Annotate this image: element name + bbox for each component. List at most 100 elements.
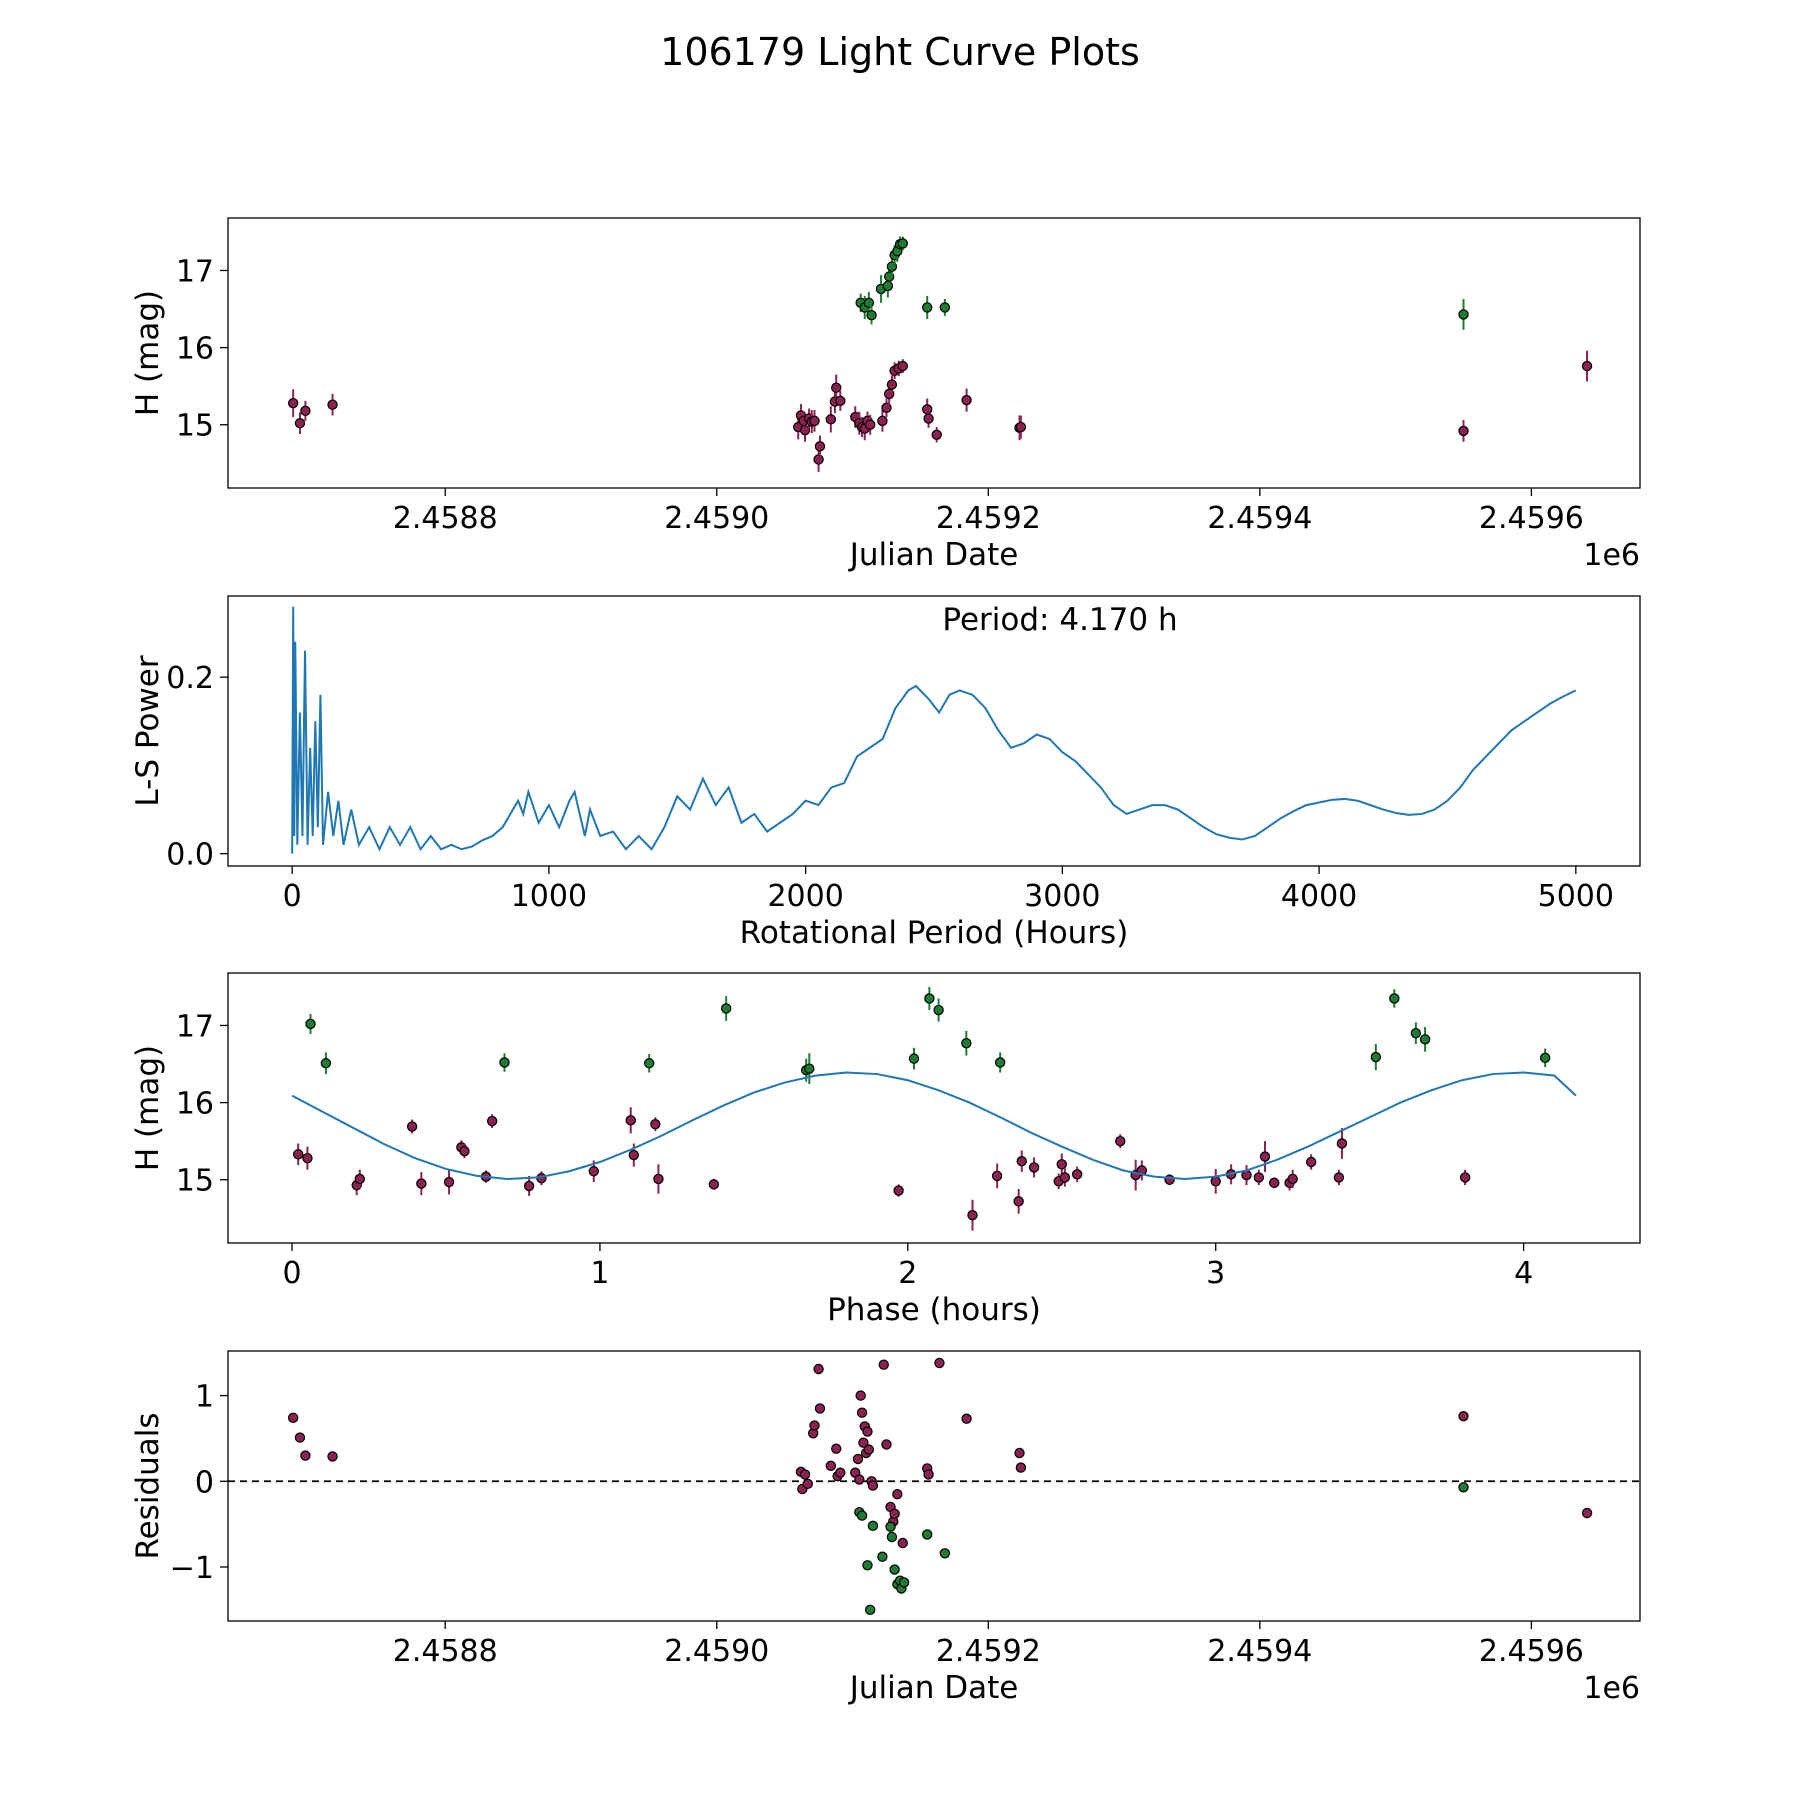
y-tick-label: 16 <box>176 1087 214 1122</box>
data-point-red <box>931 429 942 440</box>
data-point-red <box>1581 1507 1593 1519</box>
data-point-green <box>886 1531 898 1543</box>
data-point-green <box>1389 993 1400 1004</box>
data-point-red <box>302 1152 313 1164</box>
data-point-red <box>802 1478 813 1490</box>
y-tick-label: 1 <box>195 1380 214 1415</box>
data-point-red <box>858 1437 869 1448</box>
data-point-red <box>799 1469 811 1480</box>
data-point-red <box>825 1460 837 1472</box>
data-point-red <box>878 1359 889 1370</box>
data-point-green <box>922 302 933 313</box>
data-point-red <box>961 394 972 406</box>
data-point-green <box>922 1529 933 1540</box>
data-point-red <box>1459 1172 1471 1183</box>
x-tick-label: 2.4590 <box>664 501 769 536</box>
y-tick-label: 17 <box>176 1009 214 1044</box>
figure-title: 106179 Light Curve Plots <box>660 30 1140 74</box>
data-point-red <box>294 1432 306 1443</box>
data-point-red <box>854 1474 865 1485</box>
panel-light-curve: 2.4588 2.4590 2.4592 2.4594 2.4596 15 16 17 Juli… <box>130 217 1641 573</box>
data-point-red <box>809 415 820 427</box>
data-point-red <box>287 397 299 409</box>
data-point-red <box>967 1210 978 1221</box>
data-point-red <box>650 1118 661 1130</box>
data-point-red <box>486 1115 498 1127</box>
x-tick-label: 2.4592 <box>936 501 1041 536</box>
data-point-red <box>708 1179 720 1190</box>
data-point-red <box>862 1426 873 1437</box>
data-point-red <box>897 1537 908 1549</box>
data-point-red <box>1056 1159 1067 1170</box>
data-point-green <box>994 1057 1006 1068</box>
x-tick-label: 3 <box>1206 1256 1225 1291</box>
data-point-red <box>1287 1173 1298 1185</box>
data-point-green <box>1539 1052 1551 1064</box>
axes-frame <box>227 595 1641 867</box>
x-tick-label: 2000 <box>767 879 843 914</box>
x-tick-label: 5000 <box>1538 879 1614 914</box>
plot-area <box>291 986 1577 1231</box>
data-point-red <box>831 1443 842 1454</box>
data-point-red <box>799 424 811 436</box>
panel-residuals: 2.4588 2.4590 2.4592 2.4594 2.4596 −1 0 1 Julian… <box>130 1350 1641 1706</box>
y-tick-label: 17 <box>176 254 214 289</box>
fit-curve-line <box>291 1071 1577 1180</box>
x-tick-label: 2.4594 <box>1207 1634 1312 1669</box>
data-point-green <box>499 1057 510 1068</box>
data-point-red <box>889 1508 900 1520</box>
data-point-red <box>923 1469 934 1480</box>
x-tick-label: 0 <box>282 1256 301 1291</box>
data-point-red <box>825 414 837 425</box>
data-point-red <box>287 1412 299 1424</box>
data-point-red <box>628 1149 640 1161</box>
data-point-red <box>881 1439 892 1450</box>
data-point-red <box>523 1180 535 1192</box>
data-point-red <box>1253 1172 1265 1183</box>
data-point-red <box>863 1444 875 1455</box>
y-tick-label: −1 <box>170 1551 214 1586</box>
data-point-red <box>1210 1176 1221 1187</box>
data-point-green <box>1458 1482 1469 1493</box>
data-point-red <box>416 1178 427 1189</box>
data-point-red <box>1016 1156 1027 1167</box>
data-point-red <box>1028 1162 1040 1173</box>
data-point-green <box>939 1548 951 1559</box>
x-axis-label: Rotational Period (Hours) <box>740 915 1129 951</box>
data-point-green <box>908 1053 920 1064</box>
y-axis-label: H (mag) <box>130 290 166 416</box>
data-point-red <box>991 1170 1003 1182</box>
x-offset-label: 1e6 <box>1583 538 1640 573</box>
period-annotation: Period: 4.170 h <box>942 602 1177 638</box>
data-point-red <box>934 1357 945 1369</box>
x-tick-label: 2.4590 <box>664 1634 769 1669</box>
data-point-red <box>877 415 888 427</box>
data-point-red <box>1458 425 1469 437</box>
data-point-green <box>1370 1051 1382 1063</box>
data-point-green <box>897 238 908 249</box>
data-point-green <box>1419 1034 1431 1045</box>
axes-frame <box>227 972 1641 1244</box>
data-point-red <box>1014 1447 1025 1459</box>
data-point-red <box>443 1176 455 1188</box>
data-point-red <box>923 413 934 424</box>
data-point-red <box>1015 1462 1027 1473</box>
axes-frame <box>227 217 1641 489</box>
data-point-red <box>1259 1151 1271 1162</box>
data-point-green <box>305 1018 316 1030</box>
data-point-red <box>835 1467 846 1478</box>
data-point-red <box>294 418 306 429</box>
data-point-green <box>804 1063 815 1074</box>
data-point-red <box>881 402 892 413</box>
x-axis-label: Julian Date <box>848 1670 1019 1706</box>
data-point-red <box>1164 1174 1175 1185</box>
data-point-red <box>300 405 311 417</box>
data-point-red <box>653 1173 664 1185</box>
plot-area <box>291 606 1577 854</box>
y-tick-label: 16 <box>176 332 214 367</box>
data-point-red <box>897 360 908 372</box>
data-point-green <box>866 310 877 321</box>
data-point-red <box>867 1480 879 1491</box>
y-axis-label: L-S Power <box>130 655 166 806</box>
